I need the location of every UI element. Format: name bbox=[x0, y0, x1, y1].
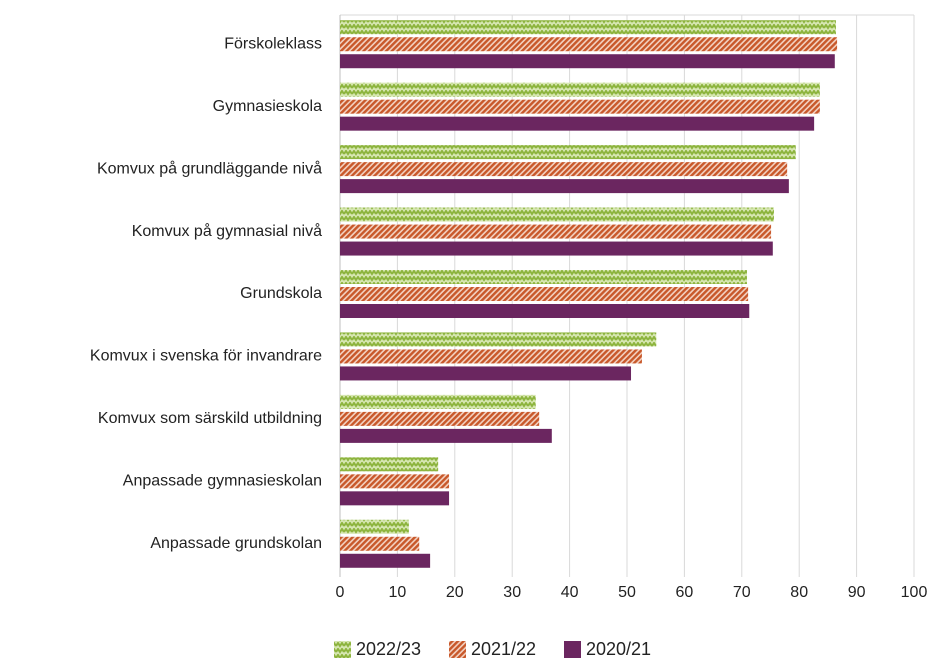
bar bbox=[340, 491, 450, 506]
bar bbox=[340, 54, 835, 69]
bar bbox=[340, 428, 552, 443]
legend-swatch bbox=[449, 641, 466, 658]
legend-swatch bbox=[564, 641, 581, 658]
bar bbox=[340, 162, 788, 177]
x-tick-label: 100 bbox=[901, 584, 928, 601]
bar bbox=[340, 304, 750, 318]
bar bbox=[340, 179, 789, 194]
bar bbox=[340, 519, 409, 534]
y-tick-label: Komvux som särskild utbildning bbox=[98, 410, 322, 427]
x-tick-label: 90 bbox=[848, 584, 866, 601]
y-tick-label: Komvux i svenska för invandrare bbox=[90, 348, 322, 365]
x-tick-label: 10 bbox=[389, 584, 407, 601]
bar bbox=[340, 207, 774, 222]
bar bbox=[340, 82, 820, 97]
x-tick-label: 70 bbox=[733, 584, 751, 601]
bar bbox=[340, 116, 815, 131]
bar bbox=[340, 536, 420, 551]
legend-swatch bbox=[334, 641, 351, 658]
y-tick-label: Komvux på grundläggande nivå bbox=[97, 159, 322, 177]
legend-label: 2020/21 bbox=[586, 639, 651, 659]
legend-label: 2021/22 bbox=[471, 639, 536, 659]
x-tick-label: 20 bbox=[446, 584, 464, 601]
bar bbox=[340, 99, 820, 114]
y-tick-label: Grundskola bbox=[240, 285, 322, 302]
bar bbox=[340, 457, 439, 472]
x-tick-label: 50 bbox=[618, 584, 636, 601]
legend-label: 2022/23 bbox=[356, 639, 421, 659]
x-tick-label: 60 bbox=[676, 584, 694, 601]
bar bbox=[340, 37, 838, 52]
y-tick-label: Anpassade grundskolan bbox=[150, 535, 322, 552]
bar bbox=[340, 224, 772, 239]
bar bbox=[340, 474, 450, 489]
bar bbox=[340, 366, 632, 381]
bar bbox=[340, 349, 642, 364]
bar bbox=[340, 241, 773, 256]
bar bbox=[340, 553, 431, 568]
x-tick-label: 0 bbox=[336, 584, 345, 601]
bar bbox=[340, 332, 657, 347]
bar bbox=[340, 411, 540, 426]
bar bbox=[340, 287, 749, 301]
x-tick-label: 40 bbox=[561, 584, 579, 601]
y-tick-label: Förskoleklass bbox=[224, 35, 322, 52]
x-tick-label: 30 bbox=[503, 584, 521, 601]
x-tick-label: 80 bbox=[790, 584, 808, 601]
bar bbox=[340, 270, 747, 284]
bar bbox=[340, 394, 536, 409]
y-tick-label: Gymnasieskola bbox=[213, 98, 322, 115]
bar bbox=[340, 145, 796, 160]
bar bbox=[340, 20, 836, 35]
y-tick-label: Komvux på gymnasial nivå bbox=[132, 222, 322, 240]
y-tick-label: Anpassade gymnasieskolan bbox=[123, 473, 322, 490]
